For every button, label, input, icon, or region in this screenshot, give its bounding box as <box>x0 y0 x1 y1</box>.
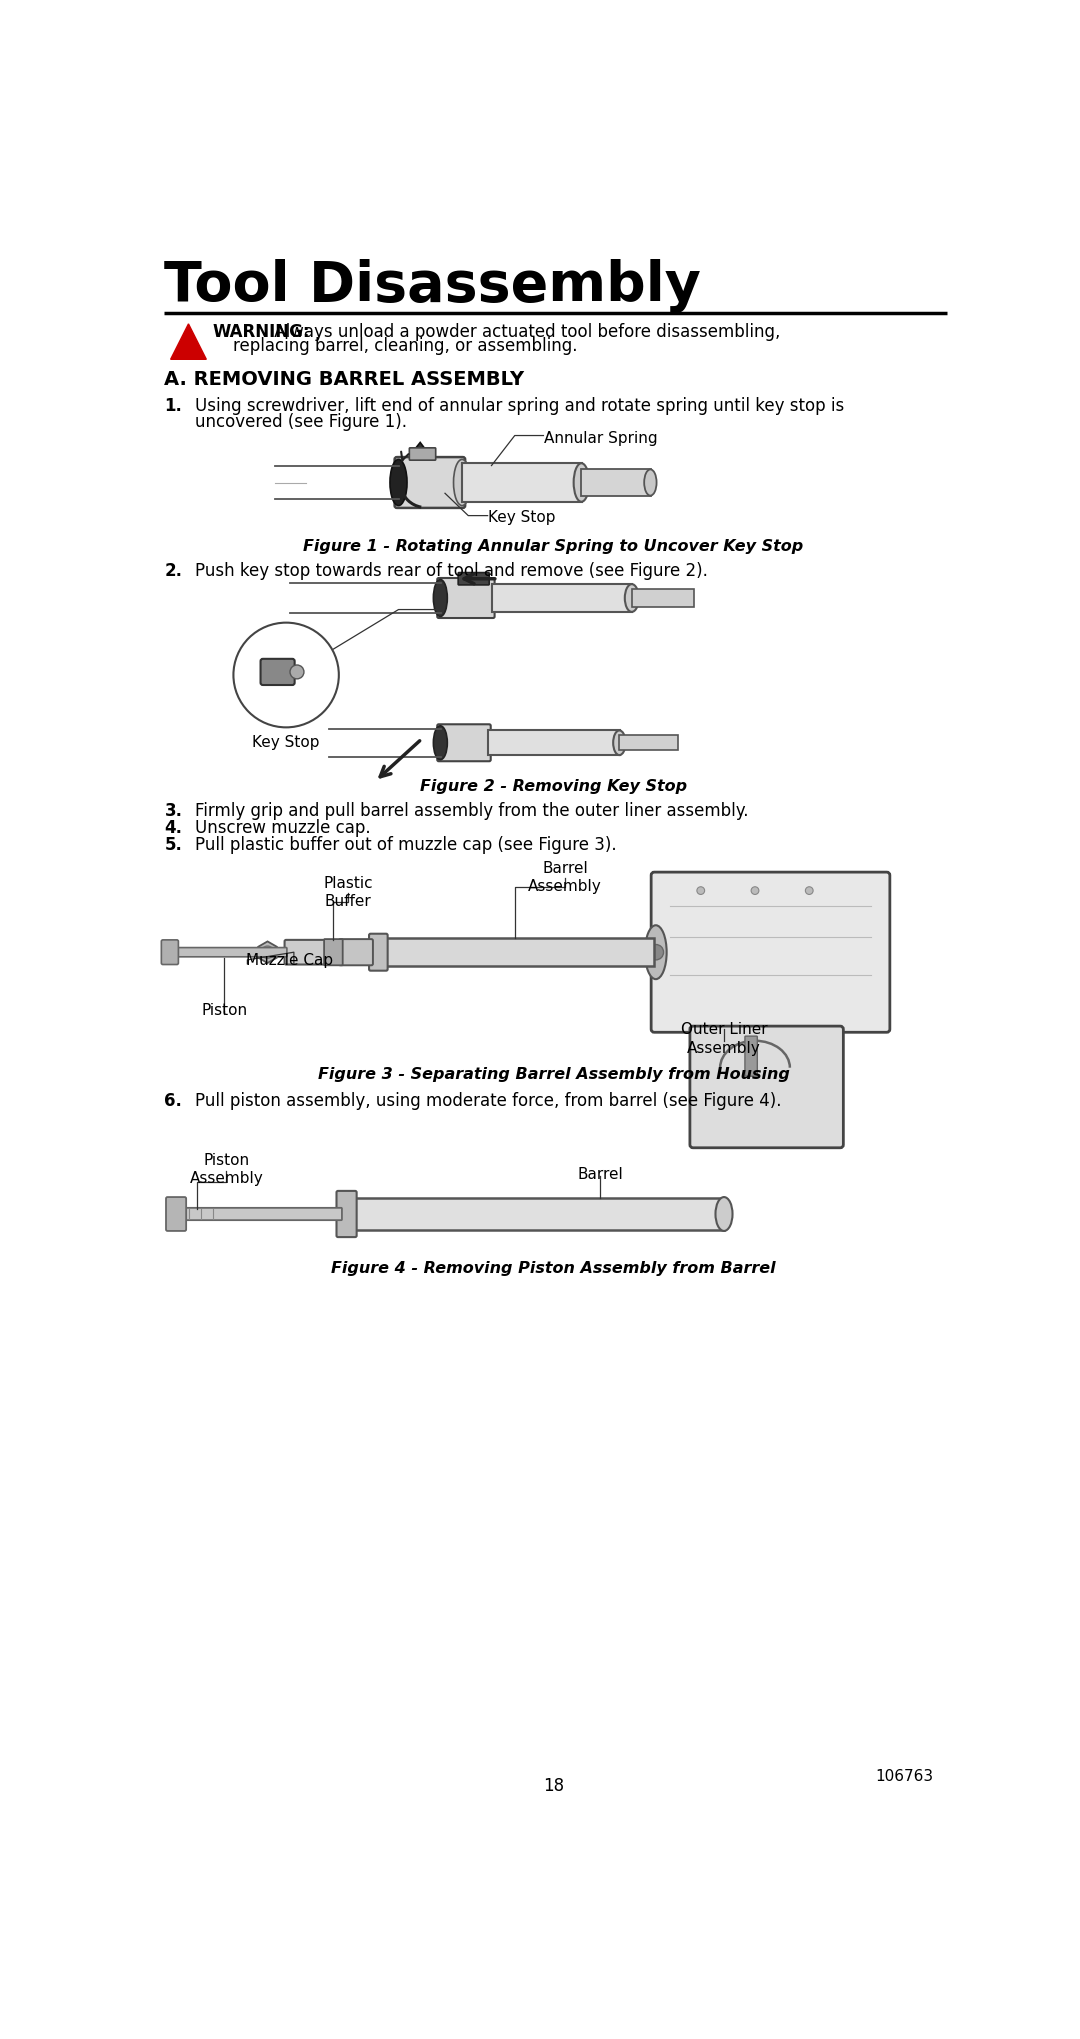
Text: Piston
Assembly: Piston Assembly <box>190 1152 264 1187</box>
Text: Piston: Piston <box>201 1003 247 1017</box>
Text: 4.: 4. <box>164 820 183 836</box>
Text: Key Stop: Key Stop <box>253 734 320 748</box>
Ellipse shape <box>573 465 590 502</box>
Text: Pull plastic buffer out of muzzle cap (see Figure 3).: Pull plastic buffer out of muzzle cap (s… <box>195 836 617 854</box>
Text: 2.: 2. <box>164 563 183 579</box>
FancyBboxPatch shape <box>458 573 489 585</box>
Circle shape <box>648 944 663 960</box>
FancyBboxPatch shape <box>383 938 654 966</box>
Text: Figure 1 - Rotating Annular Spring to Uncover Key Stop: Figure 1 - Rotating Annular Spring to Un… <box>303 538 804 555</box>
Circle shape <box>233 624 339 728</box>
Text: 18: 18 <box>543 1776 564 1794</box>
Circle shape <box>751 887 759 895</box>
Text: 6.: 6. <box>164 1091 183 1109</box>
FancyBboxPatch shape <box>488 732 620 756</box>
FancyBboxPatch shape <box>260 659 295 685</box>
FancyBboxPatch shape <box>339 940 373 966</box>
Text: Muzzle Cap: Muzzle Cap <box>246 952 333 969</box>
FancyBboxPatch shape <box>437 726 490 763</box>
FancyBboxPatch shape <box>369 934 388 971</box>
Ellipse shape <box>613 732 625 756</box>
FancyBboxPatch shape <box>437 579 495 618</box>
Text: Using screwdriver, lift end of annular spring and rotate spring until key stop i: Using screwdriver, lift end of annular s… <box>195 398 845 416</box>
FancyBboxPatch shape <box>352 1199 724 1232</box>
Circle shape <box>261 946 273 958</box>
Text: 1.: 1. <box>164 398 183 416</box>
Text: Barrel: Barrel <box>577 1166 623 1183</box>
Ellipse shape <box>715 1197 732 1232</box>
Polygon shape <box>258 942 276 964</box>
FancyBboxPatch shape <box>581 471 651 495</box>
FancyBboxPatch shape <box>462 465 582 502</box>
Text: Barrel
Assembly: Barrel Assembly <box>528 860 602 893</box>
Text: Tool Disassembly: Tool Disassembly <box>164 259 701 312</box>
FancyBboxPatch shape <box>745 1036 757 1077</box>
Ellipse shape <box>645 926 666 979</box>
FancyBboxPatch shape <box>409 449 435 461</box>
Circle shape <box>806 887 813 895</box>
Text: !: ! <box>181 332 191 353</box>
Text: Plastic
Buffer: Plastic Buffer <box>323 877 373 909</box>
Text: A. REMOVING BARREL ASSEMBLY: A. REMOVING BARREL ASSEMBLY <box>164 369 525 387</box>
Text: Pull piston assembly, using moderate force, from barrel (see Figure 4).: Pull piston assembly, using moderate for… <box>195 1091 782 1109</box>
Text: Figure 3 - Separating Barrel Assembly from Housing: Figure 3 - Separating Barrel Assembly fr… <box>318 1066 789 1081</box>
FancyBboxPatch shape <box>180 1209 342 1221</box>
FancyBboxPatch shape <box>690 1026 843 1148</box>
Text: 3.: 3. <box>164 801 183 820</box>
Polygon shape <box>411 442 430 461</box>
Ellipse shape <box>644 471 657 495</box>
FancyBboxPatch shape <box>337 1191 356 1238</box>
FancyBboxPatch shape <box>394 459 465 508</box>
Text: Outer Liner
Assembly: Outer Liner Assembly <box>680 1022 767 1054</box>
FancyBboxPatch shape <box>173 948 287 958</box>
Text: Figure 4 - Removing Piston Assembly from Barrel: Figure 4 - Removing Piston Assembly from… <box>332 1260 775 1276</box>
Circle shape <box>697 887 704 895</box>
Ellipse shape <box>433 581 447 618</box>
Text: Push key stop towards rear of tool and remove (see Figure 2).: Push key stop towards rear of tool and r… <box>195 563 708 579</box>
FancyBboxPatch shape <box>284 940 338 964</box>
Text: Unscrew muzzle cap.: Unscrew muzzle cap. <box>195 820 372 836</box>
Text: replacing barrel, cleaning, or assembling.: replacing barrel, cleaning, or assemblin… <box>213 336 578 355</box>
Text: 5.: 5. <box>164 836 183 854</box>
Polygon shape <box>171 324 206 361</box>
FancyBboxPatch shape <box>492 585 632 612</box>
Ellipse shape <box>454 461 471 506</box>
Circle shape <box>291 665 303 679</box>
FancyBboxPatch shape <box>324 940 342 966</box>
Text: WARNING:: WARNING: <box>213 322 310 341</box>
Text: 106763: 106763 <box>875 1768 933 1784</box>
Text: Annular Spring: Annular Spring <box>544 430 658 447</box>
FancyBboxPatch shape <box>619 736 677 750</box>
Text: Firmly grip and pull barrel assembly from the outer liner assembly.: Firmly grip and pull barrel assembly fro… <box>195 801 748 820</box>
FancyBboxPatch shape <box>166 1197 186 1232</box>
Ellipse shape <box>625 585 638 612</box>
Ellipse shape <box>433 726 447 761</box>
FancyBboxPatch shape <box>651 873 890 1034</box>
Text: Always unload a powder actuated tool before disassembling,: Always unload a powder actuated tool bef… <box>269 322 781 341</box>
FancyBboxPatch shape <box>161 940 178 964</box>
Text: Figure 2 - Removing Key Stop: Figure 2 - Removing Key Stop <box>420 779 687 793</box>
Ellipse shape <box>390 461 407 506</box>
FancyBboxPatch shape <box>632 589 693 608</box>
Text: uncovered (see Figure 1).: uncovered (see Figure 1). <box>195 412 407 430</box>
Text: Key Stop: Key Stop <box>488 510 556 526</box>
